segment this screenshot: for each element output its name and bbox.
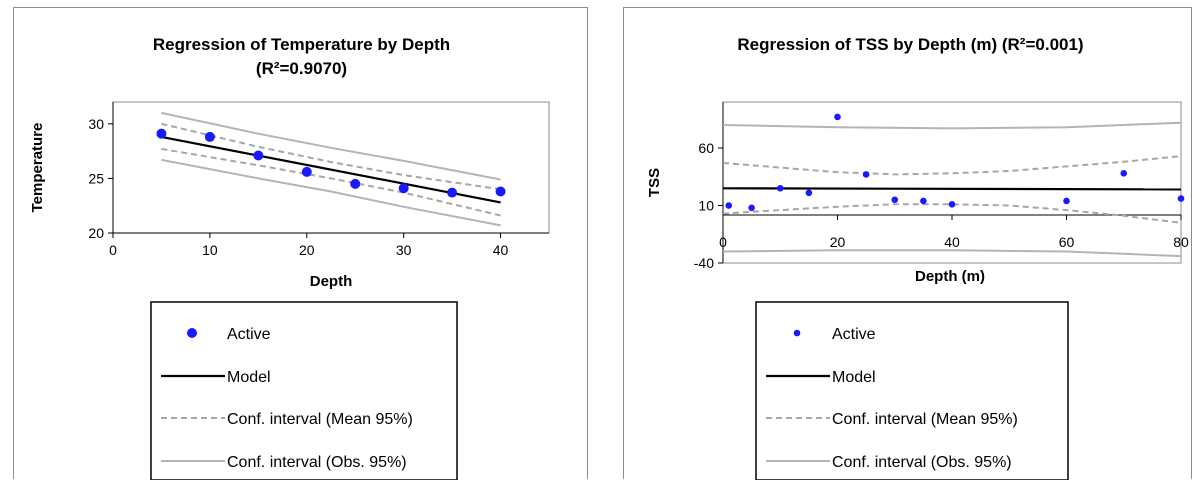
y-tick-label: 25	[88, 170, 104, 186]
ci-obs-lower-line	[161, 158, 501, 227]
data-point	[1120, 170, 1128, 177]
x-tick-label: 10	[202, 242, 218, 258]
data-point	[1063, 197, 1070, 205]
x-axis-title: Depth	[310, 273, 353, 290]
data-point	[447, 187, 458, 198]
y-tick-label: 10	[698, 198, 714, 214]
ci-mean-upper-line	[723, 155, 1181, 176]
x-tick-label: 20	[299, 242, 315, 258]
data-point	[156, 128, 167, 139]
y-tick-label: 30	[88, 116, 104, 132]
series-group	[161, 111, 501, 227]
y-tick-label: 20	[88, 225, 104, 241]
data-point	[948, 201, 956, 208]
legend-swatch-active	[187, 328, 197, 338]
ci-mean-upper-line	[161, 122, 501, 191]
legend-label-ci-obs: Conf. interval (Obs. 95%)	[227, 454, 407, 471]
legend-label-ci-mean: Conf. interval (Mean 95%)	[227, 411, 413, 428]
x-tick-label: 40	[493, 242, 509, 258]
legend-label-model: Model	[227, 369, 271, 386]
x-tick-label: 20	[830, 234, 846, 250]
data-point	[748, 204, 755, 212]
data-point	[204, 131, 215, 142]
chart-panel-temperature: Regression of Temperature by Depth (R²=0.…	[13, 7, 588, 480]
ci-obs-upper-line	[161, 111, 501, 181]
x-tick-label: 0	[109, 242, 117, 258]
legend-label-active: Active	[832, 326, 876, 343]
chart-tss: Regression of TSS by Depth (m) (R²=0.001…	[646, 35, 1189, 480]
y-tick-label: 60	[698, 140, 714, 156]
legend-box	[755, 301, 1069, 480]
y-tick-label: -40	[694, 255, 714, 271]
data-point	[301, 166, 312, 177]
data-point	[725, 202, 733, 209]
data-point	[350, 178, 361, 189]
legend-swatch-active	[793, 329, 801, 337]
data-point	[862, 171, 870, 178]
data-point	[398, 183, 409, 194]
chart-title: Regression of Temperature by Depth	[153, 35, 450, 54]
model-line	[161, 135, 501, 204]
data-point	[834, 113, 841, 121]
ci-mean-lower-line	[161, 147, 501, 217]
legend-label-active: Active	[227, 326, 271, 343]
chart-title: Regression of TSS by Depth (m) (R²=0.001…	[737, 35, 1083, 54]
x-axis-title: Depth (m)	[915, 268, 985, 285]
legend-label-ci-obs: Conf. interval (Obs. 95%)	[832, 454, 1012, 471]
ci-obs-upper-line	[723, 121, 1181, 130]
x-tick-label: 30	[396, 242, 412, 258]
data-point	[776, 184, 784, 192]
y-axis-title: TSS	[646, 168, 663, 197]
series-group	[723, 121, 1181, 258]
data-point	[805, 189, 813, 197]
x-tick-label: 40	[944, 234, 960, 250]
data-point	[891, 196, 899, 204]
legend-box	[150, 301, 458, 480]
y-axis-title: Temperature	[29, 123, 46, 213]
ci-mean-lower-line	[723, 203, 1181, 224]
x-tick-label: 60	[1059, 234, 1075, 250]
data-point	[920, 197, 927, 205]
ci-obs-lower-line	[723, 249, 1181, 258]
legend-label-model: Model	[832, 369, 876, 386]
chart-temperature: Regression of Temperature by Depth (R²=0.…	[29, 35, 550, 480]
model-line	[723, 187, 1181, 191]
x-tick-label: 80	[1173, 234, 1189, 250]
data-point	[1177, 195, 1185, 202]
plot-area-frame	[112, 101, 550, 234]
legend-label-ci-mean: Conf. interval (Mean 95%)	[832, 411, 1018, 428]
data-point	[253, 150, 264, 161]
chart-panel-tss: Regression of TSS by Depth (m) (R²=0.001…	[623, 7, 1192, 480]
data-point	[495, 186, 506, 197]
chart-title: (R²=0.9070)	[256, 59, 347, 78]
x-tick-label: 0	[719, 234, 727, 250]
